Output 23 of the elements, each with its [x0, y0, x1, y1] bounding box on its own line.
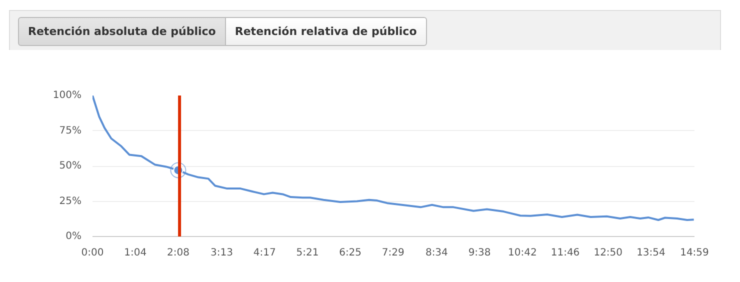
- x-tick-label: 2:08: [166, 248, 190, 258]
- x-tick-label: 3:13: [210, 248, 233, 258]
- x-tick-label: 8:34: [425, 248, 448, 258]
- y-tick-label: 25%: [59, 196, 82, 207]
- x-tick-label: 4:17: [253, 248, 276, 258]
- y-tick-label: 100%: [52, 90, 82, 101]
- x-tick-label: 0:00: [81, 248, 104, 258]
- x-tick-label: 11:46: [550, 248, 580, 258]
- y-tick-label: 0%: [66, 231, 82, 242]
- x-tick-label: 12:50: [594, 248, 623, 258]
- x-tick-label: 6:25: [339, 248, 362, 258]
- x-tick-label: 1:04: [124, 248, 147, 258]
- x-tick-label: 5:21: [296, 248, 319, 258]
- y-tick-label: 75%: [59, 125, 82, 136]
- x-tick-label: 14:59: [680, 248, 709, 258]
- x-tick-label: 13:54: [636, 248, 666, 258]
- x-tick-label: 7:29: [382, 248, 404, 258]
- x-tick-label: 10:42: [508, 248, 537, 258]
- line-series: [92, 96, 694, 222]
- text: Retención relativa de público: [224, 17, 427, 46]
- x-tick-label: 9:38: [468, 248, 491, 258]
- y-tick-label: 50%: [59, 160, 82, 172]
- text: Retención absoluta de público: [18, 17, 226, 46]
